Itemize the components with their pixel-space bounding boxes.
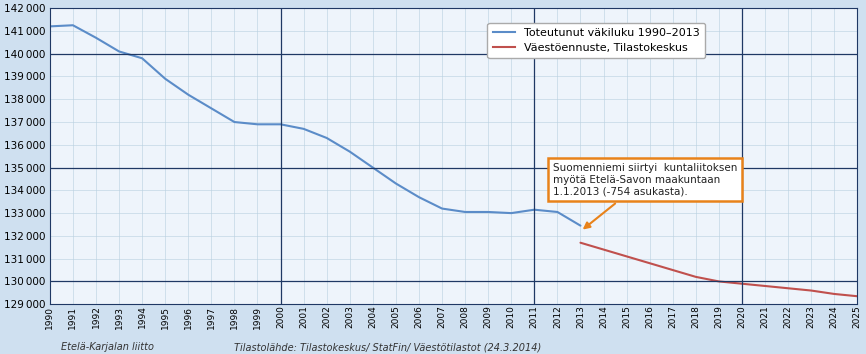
Text: Suomenniemi siirtyi  kuntaliitoksen
myötä Etelä-Savon maakuntaan
1.1.2013 (-754 : Suomenniemi siirtyi kuntaliitoksen myötä… (553, 163, 737, 228)
Text: Etelä-Karjalan liitto: Etelä-Karjalan liitto (61, 342, 153, 352)
Legend: Toteutunut väkiluku 1990–2013, Väestöennuste, Tilastokeskus: Toteutunut väkiluku 1990–2013, Väestöenn… (488, 23, 706, 58)
Text: Tilastolähde: Tilastokeskus/ StatFin/ Väestötilastot (24.3.2014): Tilastolähde: Tilastokeskus/ StatFin/ Vä… (234, 342, 541, 352)
